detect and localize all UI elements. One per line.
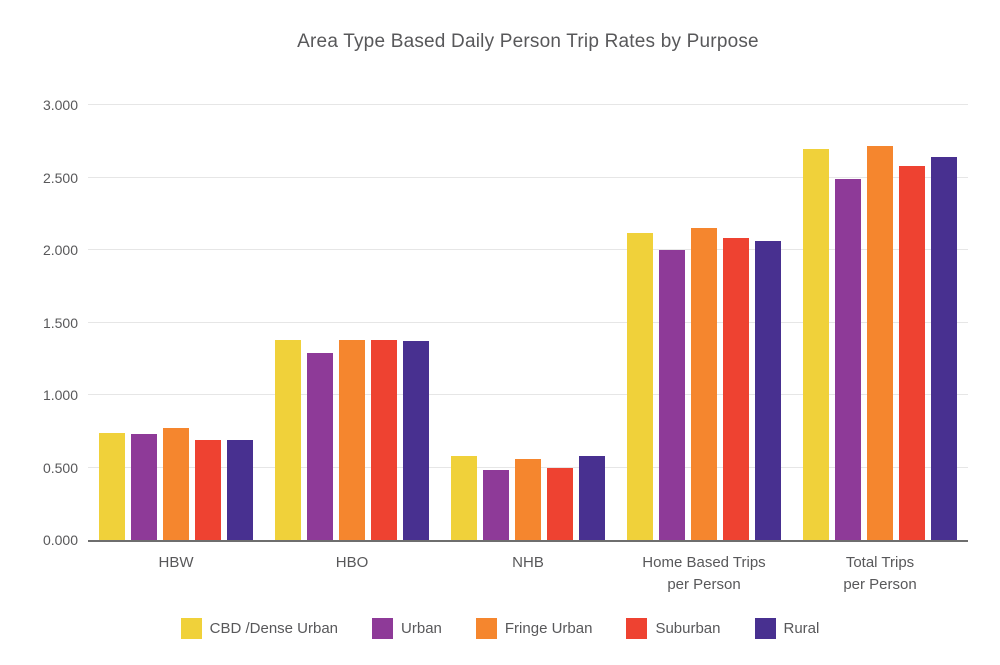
x-axis-label-nhb: NHB <box>512 554 544 571</box>
legend: CBD /Dense Urban Urban Fringe Urban Suburba… <box>0 618 1000 639</box>
legend-label-urban: Urban <box>401 620 442 637</box>
bar-fringe-urban-home-based-trips-per-person <box>691 228 717 540</box>
bar-urban-total-trips-per-person <box>835 178 861 540</box>
bar-cbd-dense-urban-nhb <box>451 455 477 540</box>
legend-color-swatch-rural <box>754 618 776 639</box>
legend-label-rural: Rural <box>783 620 820 637</box>
bar-suburban-hbo <box>371 339 397 540</box>
bar-urban-hbo <box>307 352 333 540</box>
x-axis-label-home-based-trips-per-person: Home Based Trips per Person <box>642 554 766 593</box>
bar-cbd-dense-urban-hbw <box>99 432 125 540</box>
bar-fringe-urban-nhb <box>515 458 541 540</box>
bar-suburban-nhb <box>547 467 573 540</box>
x-axis: HBW HBO NHB Home Based Trips per Person Tota… <box>88 552 968 596</box>
bar-fringe-urban-total-trips-per-person <box>867 145 893 540</box>
legend-item-urban: Urban <box>372 618 442 639</box>
gridline-1-000 <box>88 394 968 396</box>
x-axis-label-hbw: HBW <box>158 554 194 571</box>
legend-item-suburban: Suburban <box>626 618 721 639</box>
bar-group-hbo <box>264 105 440 540</box>
gridline-2-500 <box>88 176 968 178</box>
bar-rural-home-based-trips-per-person <box>755 241 781 540</box>
legend-color-swatch-cbd-dense-urban <box>180 618 202 639</box>
gridline-3-000 <box>88 104 968 105</box>
chart-title: Area Type Based Daily Person Trip Rates … <box>297 31 759 52</box>
legend-label-suburban: Suburban <box>655 620 721 637</box>
y-axis-tick-label-0-500: 0.500 <box>42 459 78 476</box>
gridline-2-000 <box>88 249 968 251</box>
y-axis-tick-label-2-000: 2.000 <box>42 242 78 258</box>
legend-label-cbd-dense-urban: CBD /Dense Urban <box>209 620 339 637</box>
bar-group-hbw <box>88 105 264 540</box>
bar-urban-home-based-trips-per-person <box>659 250 685 540</box>
bar-cbd-dense-urban-hbo <box>275 339 301 540</box>
bar-group-total-trips-per-person <box>792 105 968 540</box>
bar-urban-hbw <box>131 434 157 540</box>
legend-label-fringe-urban: Fringe Urban <box>504 620 593 637</box>
bar-suburban-hbw <box>195 439 221 540</box>
bar-urban-nhb <box>483 470 509 540</box>
bar-rural-nhb <box>579 455 605 540</box>
legend-item-rural: Rural <box>754 618 820 639</box>
legend-item-fringe-urban: Fringe Urban <box>475 618 593 639</box>
bar-suburban-total-trips-per-person <box>899 165 925 540</box>
bar-rural-hbo <box>403 341 429 540</box>
y-axis-tick-label-0-000: 0.000 <box>42 532 78 548</box>
x-axis-label-total-trips-per-person: Total Trips per Person <box>843 554 917 593</box>
bar-cbd-dense-urban-total-trips-per-person <box>803 148 829 540</box>
bar-rural-hbw <box>227 439 253 540</box>
gridline-1-500 <box>88 321 968 323</box>
bar-cbd-dense-urban-home-based-trips-per-person <box>627 232 653 540</box>
y-axis-tick-label-1-000: 1.000 <box>42 387 78 403</box>
plot-area <box>88 104 968 542</box>
bar-rural-total-trips-per-person <box>931 157 957 540</box>
y-axis-tick-label-2-500: 2.500 <box>42 169 78 186</box>
legend-color-swatch-suburban <box>626 618 648 639</box>
legend-color-swatch-fringe-urban <box>475 618 497 639</box>
bar-fringe-urban-hbo <box>339 339 365 540</box>
legend-color-swatch-urban <box>372 618 394 639</box>
bar-series-layer <box>88 105 968 540</box>
bar-group-home-based-trips-per-person <box>616 105 792 540</box>
bar-fringe-urban-hbw <box>163 428 189 540</box>
y-axis-tick-label-1-500: 1.500 <box>42 314 78 331</box>
bar-group-nhb <box>440 105 616 540</box>
y-axis: 0.000 0.500 1.000 1.500 2.000 2.500 3.000 <box>0 97 78 548</box>
y-axis-tick-label-3-000: 3.000 <box>42 97 78 113</box>
bar-suburban-home-based-trips-per-person <box>723 238 749 540</box>
legend-item-cbd-dense-urban: CBD /Dense Urban <box>180 618 339 639</box>
x-axis-label-hbo: HBO <box>335 554 369 571</box>
